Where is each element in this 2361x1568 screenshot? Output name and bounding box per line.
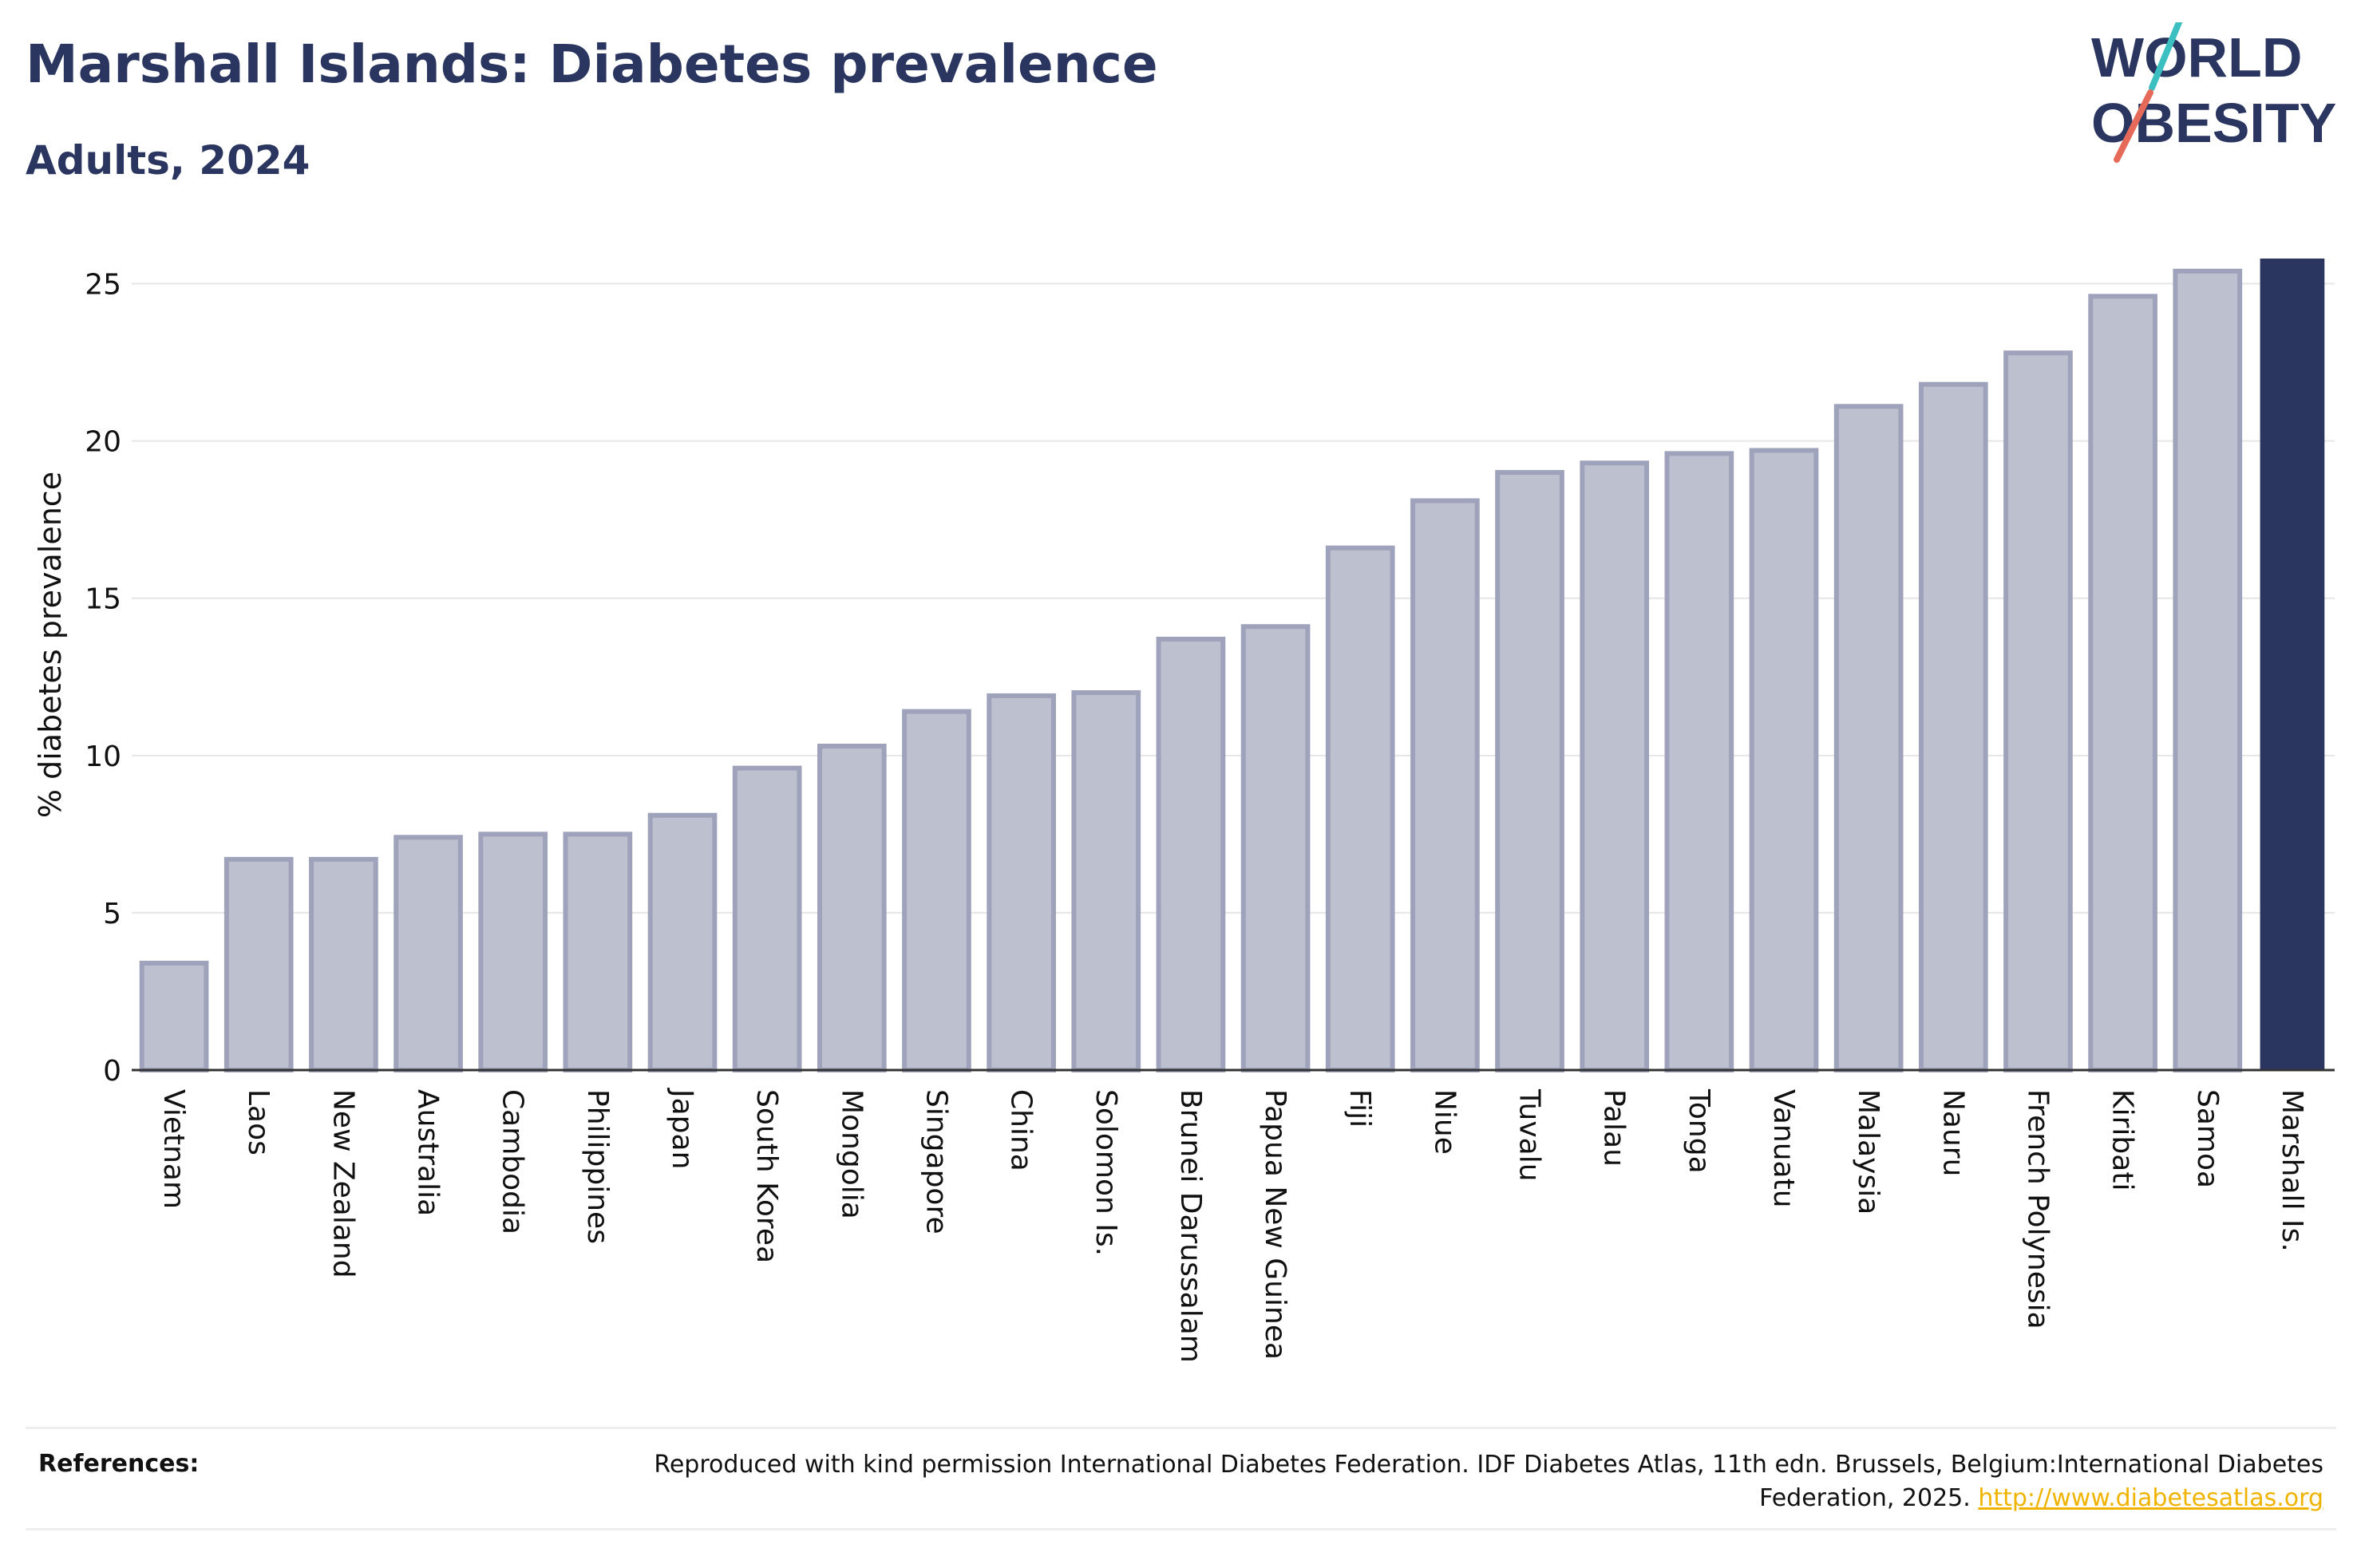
x-tick-label: South Korea — [750, 1089, 783, 1263]
x-tick-label: Fiji — [1343, 1089, 1376, 1128]
bar-nauru — [1918, 381, 1988, 1072]
y-tick-label: 10 — [85, 741, 121, 773]
y-axis-label: % diabetes prevalence — [33, 472, 68, 818]
x-tick-label: Cambodia — [496, 1089, 529, 1234]
bar-niue — [1410, 498, 1480, 1072]
bar-australia — [394, 835, 463, 1073]
bar-palau — [1580, 460, 1650, 1072]
x-tick-label: Laos — [242, 1089, 275, 1155]
bar-samoa — [2173, 268, 2243, 1072]
x-tick-label: China — [1005, 1089, 1038, 1171]
x-axis-tick-labels: Vietnam Laos New Zealand Australia Cambodia P… — [157, 1088, 2308, 1363]
references-text: Reproduced with kind permission Internat… — [647, 1448, 2323, 1515]
bar-solomon-is — [1071, 689, 1141, 1072]
bar-brunei-darussalam — [1156, 636, 1226, 1072]
bar-tonga — [1664, 451, 1734, 1072]
x-tick-label: Niue — [1428, 1089, 1461, 1155]
y-tick-label: 15 — [85, 583, 121, 616]
chart-subtitle: Adults, 2024 — [26, 137, 310, 184]
x-tick-label: New Zealand — [326, 1089, 359, 1278]
x-tick-label: Japan — [666, 1088, 698, 1169]
bar-singapore — [902, 709, 971, 1073]
bar-french-polynesia — [2003, 350, 2073, 1073]
x-tick-label: Vanuatu — [1767, 1089, 1800, 1208]
x-tick-label: Papua New Guinea — [1259, 1089, 1291, 1360]
bar-south-korea — [732, 765, 802, 1073]
x-tick-label: Solomon Is. — [1090, 1089, 1122, 1256]
bar-chart: 0 5 10 15 20 25 Vietnam Laos New Zealand Austral… — [33, 259, 2335, 1363]
y-tick-label: 5 — [103, 898, 121, 930]
y-tick-label: 20 — [85, 426, 121, 459]
bar-marshall-is — [2260, 259, 2325, 1070]
x-tick-label: Malaysia — [1852, 1089, 1884, 1215]
bar-malaysia — [1833, 404, 1904, 1072]
bar-fiji — [1325, 545, 1395, 1072]
references-citation: Reproduced with kind permission Internat… — [654, 1451, 2323, 1512]
bar-papua-new-guinea — [1240, 624, 1311, 1072]
world-obesity-logo: WORLD OBESITY — [2091, 22, 2336, 163]
bar-laos — [223, 856, 294, 1073]
x-tick-label: Palau — [1598, 1089, 1631, 1167]
x-tick-label: Philippines — [581, 1089, 614, 1244]
bar-japan — [647, 812, 718, 1072]
bars — [139, 259, 2325, 1073]
x-tick-label: Mongolia — [835, 1089, 868, 1219]
y-tick-label: 0 — [103, 1055, 121, 1088]
bar-new-zealand — [309, 856, 378, 1073]
x-tick-label: Vietnam — [157, 1089, 190, 1209]
x-tick-label: Singapore — [919, 1089, 952, 1234]
bar-vietnam — [139, 960, 209, 1072]
x-tick-label: Brunei Darussalam — [1174, 1089, 1207, 1363]
bar-kiribati — [2088, 294, 2157, 1073]
bar-cambodia — [478, 831, 548, 1072]
y-tick-label: 25 — [85, 269, 121, 302]
references-link[interactable]: http://www.diabetesatlas.org — [1978, 1484, 2323, 1512]
x-tick-label: Tuvalu — [1513, 1088, 1546, 1182]
x-tick-label: Kiribati — [2106, 1089, 2139, 1191]
x-tick-label: Nauru — [1936, 1089, 1969, 1176]
bar-tuvalu — [1495, 470, 1564, 1072]
bar-china — [987, 693, 1056, 1072]
bar-mongolia — [817, 743, 887, 1072]
y-axis-ticks: 0 5 10 15 20 25 — [85, 269, 121, 1088]
references-panel: References: Reproduced with kind permiss… — [26, 1427, 2336, 1530]
x-tick-label: French Polynesia — [2021, 1089, 2054, 1329]
x-tick-label: Marshall Is. — [2276, 1089, 2308, 1252]
references-label: References: — [38, 1450, 200, 1478]
bar-philippines — [563, 831, 633, 1072]
x-tick-label: Australia — [412, 1089, 445, 1216]
chart-title: Marshall Islands: Diabetes prevalence — [26, 34, 1158, 95]
bar-vanuatu — [1749, 448, 1819, 1072]
svg-text:WORLD: WORLD — [2091, 26, 2302, 89]
x-tick-label: Tonga — [1683, 1088, 1715, 1174]
x-tick-label: Samoa — [2191, 1089, 2224, 1188]
